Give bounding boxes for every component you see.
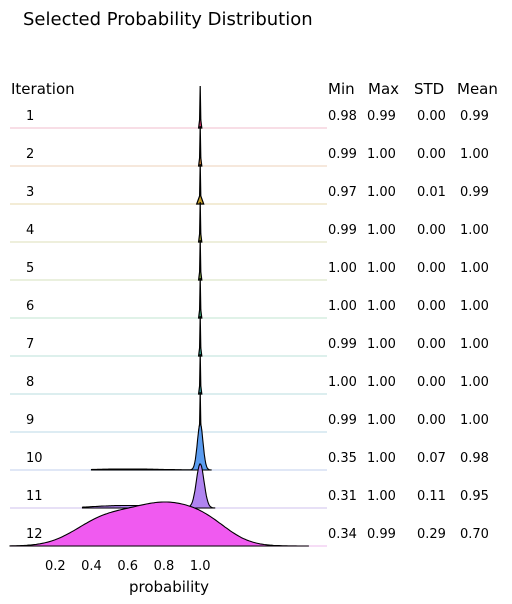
- stat-min: 1.00: [328, 261, 357, 276]
- ridge-row: 3 0.97 1.00 0.01 0.99: [10, 163, 489, 205]
- stat-mean: 1.00: [460, 299, 489, 314]
- iteration-label: 11: [26, 489, 43, 504]
- stat-min: 0.97: [328, 185, 357, 200]
- stat-std: 0.11: [417, 489, 446, 504]
- stat-min: 0.99: [328, 147, 357, 162]
- iteration-label: 3: [26, 185, 34, 200]
- stat-min: 0.31: [328, 489, 357, 504]
- stat-max: 1.00: [367, 337, 396, 352]
- iteration-label: 4: [26, 223, 34, 238]
- density-curve: [197, 277, 203, 319]
- stat-max: 1.00: [367, 413, 396, 428]
- stat-mean: 1.00: [460, 375, 489, 390]
- stat-max: 1.00: [367, 451, 396, 466]
- iteration-label: 6: [26, 299, 34, 314]
- ridge-row: 9 0.99 1.00 0.00 1.00: [10, 391, 489, 433]
- stat-mean: 1.00: [460, 147, 489, 162]
- stat-max: 1.00: [367, 147, 396, 162]
- stat-min: 0.34: [328, 527, 357, 542]
- stat-mean: 0.95: [460, 489, 489, 504]
- stat-std: 0.00: [417, 109, 446, 124]
- stat-max: 1.00: [367, 185, 396, 200]
- ridge-row: 8 1.00 1.00 0.00 1.00: [10, 353, 489, 395]
- x-tick-label: 0.4: [81, 559, 102, 574]
- stat-std: 0.29: [417, 527, 446, 542]
- ridge-rows: 1 0.98 0.99 0.00 0.99 2 0.99 1.00 0.00 1.00 3 0.97 1…: [9, 85, 489, 547]
- stat-std: 0.00: [417, 299, 446, 314]
- stat-max: 1.00: [367, 489, 396, 504]
- stat-std: 0.01: [417, 185, 446, 200]
- stat-std: 0.00: [417, 375, 446, 390]
- iteration-label: 2: [26, 147, 34, 162]
- ridge-row: 10 0.35 1.00 0.07 0.98: [10, 423, 489, 471]
- ridge-row: 5 1.00 1.00 0.00 1.00: [10, 239, 489, 281]
- x-axis-label: probability: [129, 578, 209, 596]
- stat-mean: 1.00: [460, 261, 489, 276]
- iteration-label: 12: [26, 527, 43, 542]
- iteration-label: 1: [26, 109, 34, 124]
- iteration-label: 9: [26, 413, 34, 428]
- ridge-row: 1 0.98 0.99 0.00 0.99: [10, 85, 489, 129]
- x-tick-label: 1.0: [190, 559, 211, 574]
- ridge-row: 12 0.34 0.99 0.29 0.70: [9, 501, 489, 547]
- ridge-row: 2 0.99 1.00 0.00 1.00: [10, 125, 489, 167]
- iteration-label: 10: [26, 451, 43, 466]
- stat-std: 0.00: [417, 147, 446, 162]
- stat-max: 0.99: [367, 109, 396, 124]
- stat-max: 1.00: [367, 261, 396, 276]
- density-curve: [197, 85, 203, 129]
- stat-min: 0.98: [328, 109, 357, 124]
- stat-min: 1.00: [328, 375, 357, 390]
- stat-std: 0.00: [417, 337, 446, 352]
- stat-mean: 0.99: [460, 109, 489, 124]
- iteration-label: 5: [26, 261, 34, 276]
- x-tick-label: 0.8: [154, 559, 175, 574]
- stat-min: 0.99: [328, 223, 357, 238]
- density-curve: [197, 315, 203, 357]
- iteration-label: 8: [26, 375, 34, 390]
- x-axis: 0.2 0.4 0.6 0.8 1.0: [45, 559, 211, 574]
- ridge-row: 7 0.99 1.00 0.00 1.00: [10, 315, 489, 357]
- stat-header-min: Min: [328, 80, 355, 98]
- ridge-row: 6 1.00 1.00 0.00 1.00: [10, 277, 489, 319]
- density-curve: [90, 423, 212, 471]
- stat-min: 0.99: [328, 413, 357, 428]
- density-curve: [197, 125, 203, 167]
- stat-mean: 0.70: [460, 527, 489, 542]
- stat-mean: 0.99: [460, 185, 489, 200]
- density-curve: [197, 201, 203, 243]
- x-tick-label: 0.6: [117, 559, 138, 574]
- stat-header-mean: Mean: [457, 80, 498, 98]
- stat-mean: 1.00: [460, 337, 489, 352]
- stat-min: 0.35: [328, 451, 357, 466]
- stat-min: 1.00: [328, 299, 357, 314]
- density-curve: [9, 501, 309, 547]
- stat-max: 1.00: [367, 375, 396, 390]
- density-curve: [195, 163, 205, 205]
- stat-std: 0.00: [417, 223, 446, 238]
- stat-mean: 1.00: [460, 223, 489, 238]
- density-curve: [197, 239, 203, 281]
- density-curve: [197, 353, 203, 395]
- ridge-row: 4 0.99 1.00 0.00 1.00: [10, 201, 489, 243]
- row-header: Iteration: [11, 80, 75, 98]
- iteration-label: 7: [26, 337, 34, 352]
- stat-max: 1.00: [367, 223, 396, 238]
- stat-max: 0.99: [367, 527, 396, 542]
- x-tick-label: 0.2: [45, 559, 66, 574]
- stat-header-std: STD: [414, 80, 444, 98]
- stat-header-max: Max: [368, 80, 399, 98]
- stat-max: 1.00: [367, 299, 396, 314]
- stat-std: 0.07: [417, 451, 446, 466]
- stat-std: 0.00: [417, 261, 446, 276]
- chart-title: Selected Probability Distribution: [23, 9, 313, 30]
- stat-mean: 1.00: [460, 413, 489, 428]
- stat-std: 0.00: [417, 413, 446, 428]
- stat-mean: 0.98: [460, 451, 489, 466]
- stat-min: 0.99: [328, 337, 357, 352]
